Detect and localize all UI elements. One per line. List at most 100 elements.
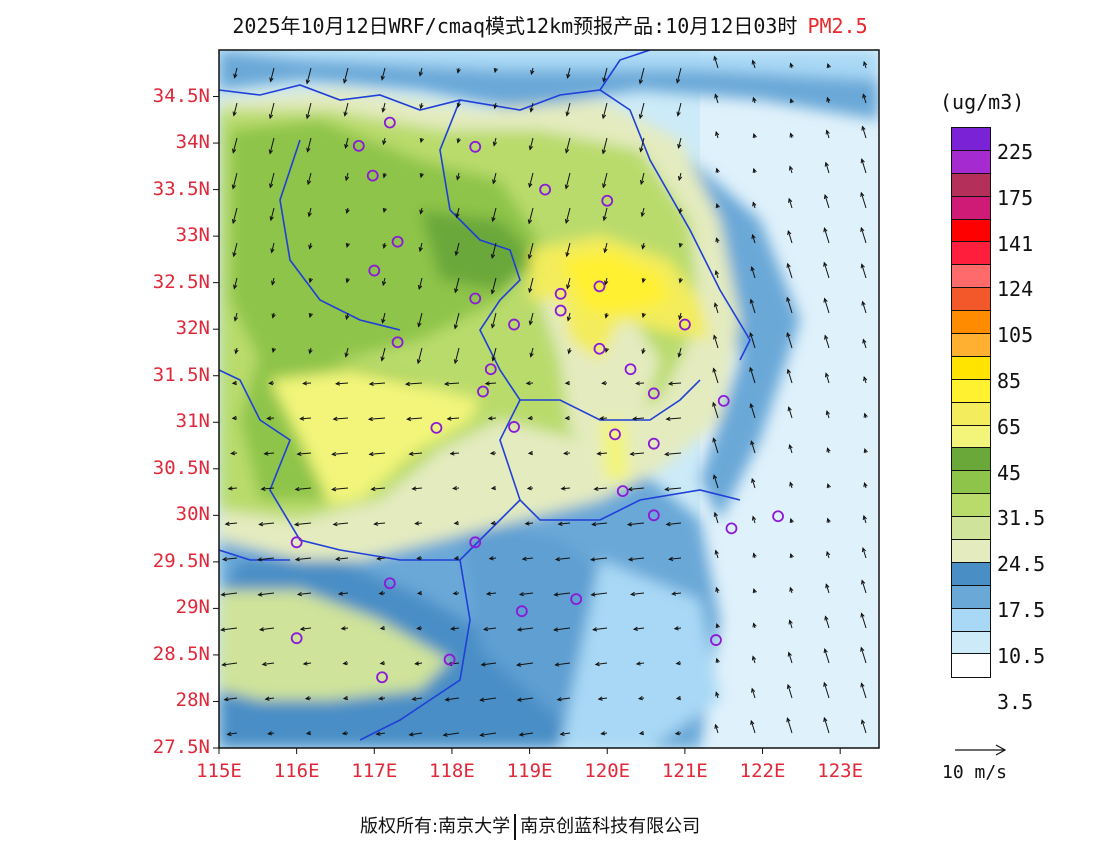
wind-vector-head bbox=[528, 182, 533, 189]
wind-vector-head bbox=[627, 486, 633, 492]
wind-vector bbox=[715, 550, 719, 559]
wind-vector-head bbox=[715, 130, 720, 137]
wind-vector bbox=[480, 732, 497, 736]
colorbar-swatch bbox=[952, 631, 990, 655]
wind-vector-head bbox=[638, 730, 644, 736]
wind-vector bbox=[369, 452, 386, 455]
wind-vector-head bbox=[786, 717, 791, 723]
colorbar-label: 10.5 bbox=[997, 643, 1046, 668]
wind-vector-head bbox=[516, 662, 522, 667]
wind-vector bbox=[295, 557, 312, 561]
wind-vector-head bbox=[418, 71, 424, 77]
wind-vector-head bbox=[862, 514, 867, 520]
wind-vector-head bbox=[335, 556, 341, 562]
wind-vector-head bbox=[418, 247, 423, 253]
y-tick-label: 30.5N bbox=[152, 456, 210, 479]
wind-vector-head bbox=[678, 208, 683, 214]
wind-vector bbox=[566, 242, 571, 257]
wind-vector bbox=[298, 592, 312, 596]
wind-vector-head bbox=[826, 447, 831, 453]
wind-vector bbox=[528, 242, 534, 259]
wind-vector bbox=[752, 234, 756, 244]
wind-vector-head bbox=[518, 732, 524, 737]
wind-vector bbox=[592, 522, 608, 526]
wind-vector bbox=[639, 67, 645, 84]
wind-vector bbox=[554, 592, 571, 596]
wind-vector-head bbox=[340, 626, 346, 631]
wind-vector bbox=[345, 172, 349, 181]
wind-vector-head bbox=[751, 477, 756, 484]
wind-vector-head bbox=[713, 334, 718, 340]
y-tick-label: 31N bbox=[175, 410, 210, 433]
wind-vector bbox=[714, 94, 719, 104]
wind-vector-head bbox=[344, 352, 349, 358]
wind-vector bbox=[232, 207, 238, 224]
x-tick-label: 121E bbox=[661, 760, 708, 782]
wind-vector bbox=[306, 67, 312, 84]
wind-vector bbox=[824, 298, 830, 314]
wind-vector-head bbox=[713, 55, 718, 61]
wind-vector-head bbox=[452, 486, 458, 491]
wind-vector bbox=[714, 303, 719, 314]
wind-vector-head bbox=[860, 719, 866, 725]
wind-vector-head bbox=[305, 79, 311, 85]
wind-vector-head bbox=[453, 324, 459, 330]
wind-vector-head bbox=[368, 381, 374, 387]
monitoring-station bbox=[508, 318, 520, 331]
wind-vector bbox=[221, 627, 238, 631]
monitoring-station bbox=[469, 536, 482, 549]
colorbar-swatch bbox=[952, 585, 990, 609]
wind-vector bbox=[224, 697, 238, 701]
wind-vector bbox=[418, 312, 423, 327]
wind-vector bbox=[669, 557, 682, 560]
wind-vector-head bbox=[604, 280, 609, 286]
wind-vector-head bbox=[861, 579, 866, 585]
wind-vector-head bbox=[715, 167, 720, 173]
wind-vector bbox=[555, 662, 571, 666]
wind-vector-head bbox=[380, 356, 385, 362]
wind-vector bbox=[454, 347, 460, 364]
wind-vector bbox=[861, 126, 867, 139]
wind-vector-head bbox=[788, 165, 794, 171]
wind-vector bbox=[556, 557, 571, 561]
wind-vector bbox=[565, 172, 571, 189]
wind-vector-head bbox=[752, 167, 757, 173]
wind-vector-head bbox=[751, 687, 756, 693]
monitoring-station bbox=[290, 536, 303, 549]
wind-vector-head bbox=[750, 266, 755, 272]
wind-vector-head bbox=[269, 183, 274, 189]
x-tick-label: 116E bbox=[273, 760, 320, 782]
wind-vector-head bbox=[271, 313, 276, 319]
wind-vector bbox=[786, 332, 793, 349]
wind-vector bbox=[557, 697, 571, 701]
wind-vector-head bbox=[564, 380, 570, 386]
wind-vector-head bbox=[379, 660, 385, 666]
wind-vector-head bbox=[489, 450, 495, 456]
concentration-field bbox=[219, 50, 879, 748]
wind-vector-head bbox=[452, 591, 458, 596]
wind-vector-head bbox=[823, 648, 828, 654]
wind-vector-head bbox=[635, 661, 641, 666]
wind-vector-head bbox=[826, 483, 831, 489]
wind-vector-head bbox=[786, 331, 791, 338]
wind-vector bbox=[336, 557, 349, 560]
wind-vector-head bbox=[342, 695, 348, 701]
wind-vector bbox=[666, 417, 682, 420]
wind-vector bbox=[823, 228, 830, 244]
wind-vector bbox=[381, 67, 386, 80]
wind-vector-head bbox=[382, 140, 387, 146]
wind-vector bbox=[271, 242, 275, 253]
wind-vector-head bbox=[863, 482, 868, 488]
wind-vector bbox=[295, 522, 312, 526]
wind-vector-head bbox=[419, 209, 424, 215]
wind-vector-head bbox=[635, 381, 641, 386]
monitoring-station bbox=[376, 671, 388, 684]
wind-vector-head bbox=[715, 691, 720, 697]
wind-vector-head bbox=[416, 590, 422, 596]
wind-vector bbox=[786, 718, 793, 734]
wind-vector-head bbox=[564, 218, 570, 225]
wind-vector-head bbox=[446, 416, 452, 421]
wind-vector-head bbox=[665, 521, 671, 527]
wind-vector-head bbox=[482, 626, 489, 632]
wind-vector bbox=[665, 452, 682, 455]
